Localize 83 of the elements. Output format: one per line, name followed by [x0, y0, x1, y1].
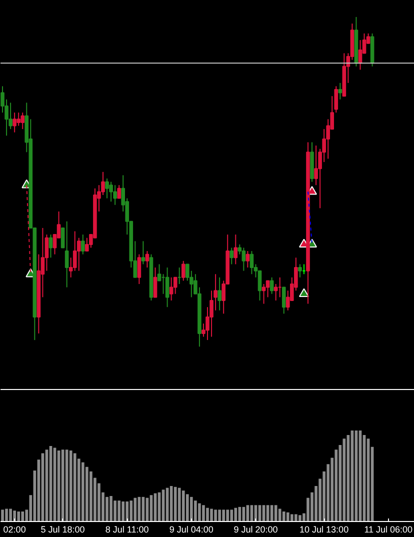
candlestick [44, 234, 49, 272]
candlestick [274, 284, 278, 301]
candlestick [258, 270, 262, 301]
bar [5, 508, 8, 522]
bar [190, 496, 193, 522]
candlestick [282, 286, 286, 314]
bar [290, 514, 294, 522]
candlestick [153, 267, 158, 298]
x-tick-label: 9 Jul 20:00 [234, 524, 278, 534]
bar [182, 490, 185, 522]
bar [214, 510, 217, 522]
x-tick-label: 8 Jul 11:00 [105, 524, 149, 534]
bar [90, 471, 92, 522]
bar [222, 510, 225, 522]
bar [178, 488, 181, 522]
candlestick [105, 178, 109, 199]
candlestick [80, 234, 85, 255]
candlestick [242, 247, 246, 272]
bar [194, 500, 197, 522]
x-tick-label: 9 Jul 04:00 [169, 524, 214, 534]
candlestick [334, 86, 338, 114]
bar [9, 508, 12, 522]
candlestick [20, 112, 25, 130]
bar [122, 501, 124, 522]
candlestick [298, 264, 302, 278]
bar [106, 496, 108, 522]
candlestick [145, 250, 150, 268]
candlestick [64, 220, 69, 288]
candlestick [270, 276, 274, 294]
bar [210, 508, 213, 522]
bar [110, 496, 112, 522]
candlestick [218, 276, 222, 311]
bar [294, 514, 298, 522]
bar [86, 466, 88, 522]
candlestick [12, 112, 16, 133]
bar [238, 506, 242, 522]
candlestick [60, 227, 65, 248]
x-tick-label: 5 Jul 18:00 [40, 524, 85, 534]
bar [206, 508, 209, 522]
x-tick-label: 02:00 [3, 524, 26, 534]
candlestick [165, 267, 170, 308]
bar [298, 515, 302, 522]
bar [126, 501, 129, 522]
bar [230, 510, 234, 522]
bar [218, 510, 221, 522]
candlestick [338, 82, 342, 100]
candlestick [169, 276, 174, 301]
candlestick [157, 264, 162, 282]
bar [226, 510, 230, 522]
bar [118, 500, 120, 522]
x-tick-label: 11 Jul 06:00 [364, 524, 413, 534]
bar [186, 494, 189, 522]
candlestick [262, 284, 266, 304]
candlestick [85, 237, 89, 252]
x-tick-label: 10 Jul 13:00 [300, 524, 349, 534]
candlestick [137, 254, 142, 285]
bar [21, 511, 24, 522]
bar [278, 508, 282, 522]
bar [17, 511, 20, 522]
candlestick [181, 260, 186, 282]
candlestick [117, 184, 121, 199]
bar [198, 503, 201, 522]
bar [234, 508, 238, 522]
bar [134, 498, 137, 522]
bar [73, 453, 76, 522]
bar [1, 510, 4, 522]
point [298, 288, 309, 297]
candlestick [230, 247, 234, 265]
bar [13, 510, 16, 522]
bar [286, 512, 290, 522]
bar [130, 500, 133, 522]
candlestick [16, 112, 20, 126]
candlestick [113, 184, 117, 206]
candlestick [109, 181, 113, 202]
candlestick [234, 234, 238, 265]
candlestick [141, 240, 146, 265]
bar [202, 505, 205, 522]
bar [282, 511, 286, 522]
candlestick [250, 250, 254, 275]
bar [81, 462, 84, 522]
bar [174, 486, 177, 522]
candlestick [48, 234, 53, 258]
candlestick [246, 250, 250, 268]
